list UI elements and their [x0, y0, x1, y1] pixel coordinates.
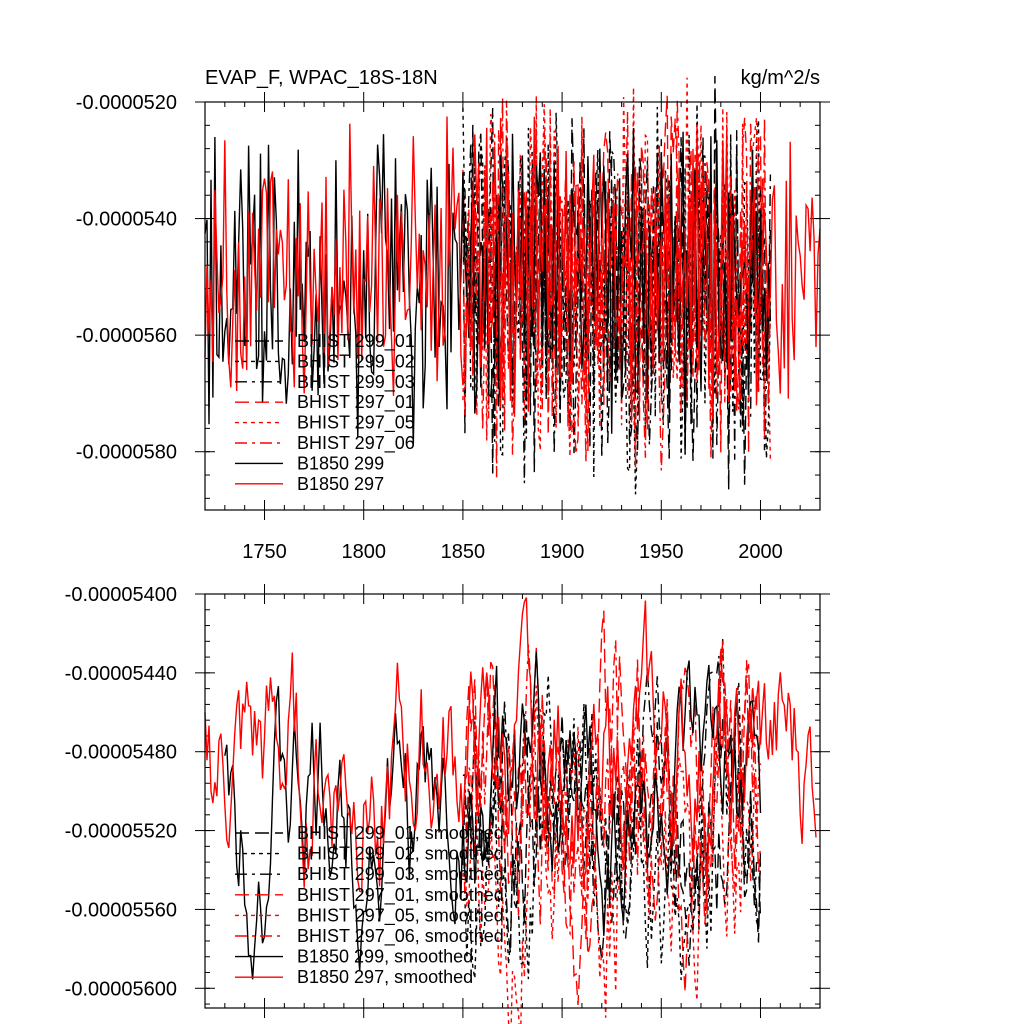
- y-tick-label: -0.0000540: [76, 209, 177, 231]
- series-line: [462, 685, 762, 1024]
- top-plot-frame: [204, 101, 821, 511]
- bottom-series-lines: [204, 597, 817, 1024]
- series-line: [204, 597, 817, 894]
- y-tick-label: -0.0000520: [76, 92, 177, 114]
- legend-label: B1850 297: [297, 474, 384, 494]
- top-y-tick-labels: -0.0000520 -0.0000540 -0.0000560 -0.0000580: [76, 92, 177, 464]
- y-tick-label: -0.0000560: [76, 325, 177, 347]
- series-line: [204, 116, 821, 423]
- x-tick-label: 2000: [738, 541, 783, 563]
- y-tick-label: -0.00005520: [65, 821, 177, 843]
- y-tick-label: -0.00005560: [65, 899, 177, 921]
- legend-label: BHIST 299_03, smoothed: [297, 864, 504, 885]
- y-tick-label: -0.00005440: [65, 663, 177, 685]
- legend-label: B1850 299, smoothed: [297, 947, 473, 967]
- legend-label: BHIST 297_06, smoothed: [297, 926, 504, 947]
- bottom-panel: -0.00005400 -0.00005440 -0.00005480 -0.0000…: [65, 584, 830, 1024]
- legend-label: BHIST 297_06: [297, 433, 415, 454]
- y-tick-label: -0.00005400: [65, 584, 177, 606]
- legend-label: BHIST 297_01, smoothed: [297, 885, 504, 906]
- units-label: kg/m^2/s: [741, 67, 820, 89]
- chart-title: EVAP_F, WPAC_18S-18N: [205, 67, 438, 89]
- legend-label: BHIST 297_05, smoothed: [297, 905, 504, 926]
- legend-label: BHIST 299_03: [297, 372, 415, 393]
- y-tick-label: -0.00005600: [65, 978, 177, 1000]
- bottom-y-tick-labels: -0.00005400 -0.00005440 -0.00005480 -0.0000…: [65, 584, 177, 1000]
- x-tick-label: 1750: [242, 541, 287, 563]
- bottom-plot-frame: [204, 593, 821, 1009]
- legend-label: BHIST 299_01: [297, 331, 415, 352]
- x-tick-label: 1900: [540, 541, 585, 563]
- legend-label: BHIST 297_05: [297, 413, 415, 434]
- legend-label: B1850 297, smoothed: [297, 967, 473, 987]
- x-tick-label: 1800: [341, 541, 386, 563]
- legend-label: BHIST 299_02, smoothed: [297, 844, 504, 865]
- y-tick-label: -0.0000580: [76, 442, 177, 464]
- series-line: [462, 77, 772, 462]
- x-tick-label: 1950: [639, 541, 684, 563]
- bottom-axis-ticks: [195, 584, 830, 1018]
- y-tick-label: -0.00005480: [65, 742, 177, 764]
- top-panel: EVAP_F, WPAC_18S-18N kg/m^2/s -0.0000520…: [76, 67, 830, 563]
- top-x-tick-labels: 1750 1800 1850 1900 1950 2000: [242, 541, 782, 563]
- series-line: [462, 655, 762, 966]
- top-series-lines: [204, 75, 821, 495]
- legend-label: BHIST 299_01, smoothed: [297, 823, 504, 844]
- legend-label: BHIST 299_02: [297, 351, 415, 372]
- x-tick-label: 1850: [441, 541, 486, 563]
- legend-label: B1850 299: [297, 453, 384, 473]
- legend-label: BHIST 297_01: [297, 392, 415, 413]
